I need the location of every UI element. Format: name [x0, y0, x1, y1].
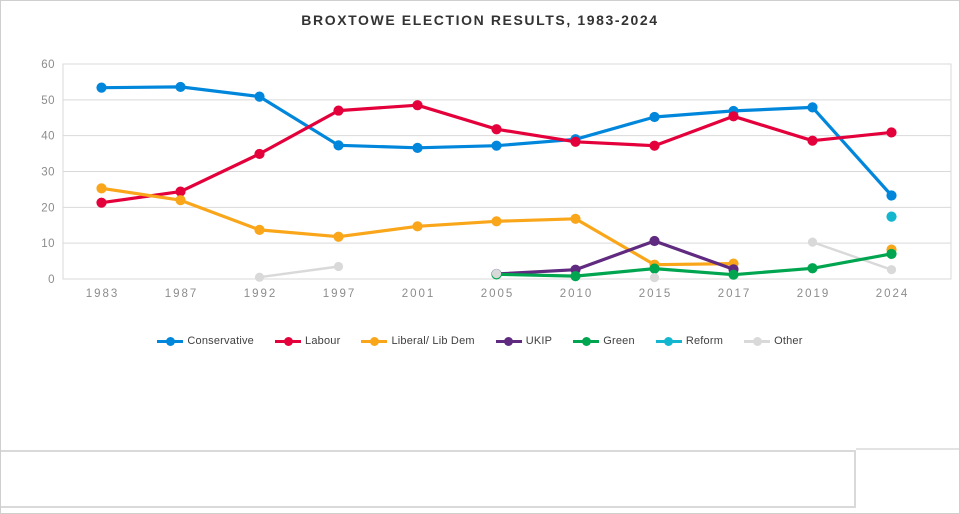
series-line-liberal-lib-dem	[102, 188, 892, 264]
series-line-labour	[99, 103, 894, 205]
data-point-other-1992	[254, 272, 265, 282]
data-point-labour-2019	[807, 135, 818, 146]
legend-item-conservative: Conservative	[157, 335, 254, 347]
legend-item-green: Green	[573, 335, 635, 347]
data-point-conservative-2001	[412, 142, 423, 153]
data-point-labour-2024	[886, 127, 897, 138]
x-axis-label-2024: 2024	[876, 288, 910, 300]
x-axis-label-2019: 2019	[797, 288, 831, 300]
data-point-green-2010	[570, 271, 581, 282]
legend-label-green: Green	[603, 335, 635, 347]
data-point-liberal-lib-dem-2005	[491, 216, 502, 227]
x-axis-label-2017: 2017	[718, 288, 752, 300]
data-point-conservative-1997	[333, 140, 344, 151]
data-point-liberal-lib-dem-1983	[96, 183, 107, 194]
data-point-labour-2017	[728, 111, 739, 122]
y-axis-label-20: 20	[41, 202, 55, 214]
x-axis-label-1987: 1987	[165, 288, 199, 300]
data-point-conservative-2015	[649, 111, 660, 123]
x-axis-label-2005: 2005	[481, 288, 515, 300]
x-axis-label-2015: 2015	[639, 288, 673, 300]
data-point-labour-2001	[412, 100, 423, 111]
data-point-ukip-2015	[649, 235, 660, 247]
legend-marker-ukip-icon	[495, 336, 522, 346]
data-point-labour-1992	[254, 148, 265, 160]
chart-legend: Conservative Labour Liberal/ Lib Dem UKIP Gr…	[1, 335, 959, 347]
data-point-other-2005	[491, 269, 502, 279]
chart-title: BROXTOWE ELECTION RESULTS, 1983-2024	[301, 12, 659, 28]
legend-item-labour: Labour	[275, 335, 340, 347]
y-axis-label-60: 60	[41, 59, 55, 71]
data-point-liberal-lib-dem-2001	[412, 221, 423, 232]
data-point-labour-2010	[570, 136, 581, 147]
y-axis-label-50: 50	[41, 95, 55, 107]
data-point-green-2024	[886, 248, 897, 260]
data-point-liberal-lib-dem-1992	[254, 224, 265, 236]
x-axis-label-1997: 1997	[323, 288, 357, 300]
x-axis-label-2001: 2001	[402, 288, 436, 300]
panel-edge-right	[856, 448, 959, 450]
x-axis-label-2010: 2010	[560, 288, 594, 300]
data-point-green-2017	[728, 269, 739, 280]
y-axis-label-30: 30	[41, 167, 55, 179]
y-axis-label-40: 40	[41, 131, 55, 143]
legend-marker-conservative-icon	[157, 336, 184, 346]
y-axis-label-0: 0	[48, 274, 55, 286]
series-line-green	[494, 252, 894, 278]
data-point-liberal-lib-dem-1987	[175, 195, 186, 206]
data-point-conservative-1983	[96, 82, 107, 93]
data-point-conservative-2024	[886, 190, 897, 201]
legend-marker-labour-icon	[275, 336, 301, 346]
legend-item-liberal-lib-dem: Liberal/ Lib Dem	[361, 335, 475, 347]
chart-card-bottom-border	[1, 450, 856, 452]
legend-item-ukip: UKIP	[495, 335, 553, 347]
data-point-other-2015	[649, 272, 660, 283]
legend-label-liberal-lib-dem: Liberal/ Lib Dem	[391, 335, 475, 347]
x-axis-label-1983: 1983	[86, 288, 120, 300]
data-point-labour-2005	[491, 124, 502, 135]
legend-marker-reform-icon	[655, 336, 682, 346]
data-point-labour-1983	[96, 197, 107, 208]
legend-label-other: Other	[774, 335, 803, 347]
legend-label-conservative: Conservative	[187, 335, 254, 347]
data-point-conservative-1987	[175, 81, 186, 93]
data-point-other-2024	[886, 265, 897, 275]
data-point-liberal-lib-dem-1997	[333, 231, 344, 242]
legend-marker-green-icon	[573, 336, 600, 346]
legend-label-labour: Labour	[305, 335, 341, 347]
legend-label-reform: Reform	[685, 335, 724, 347]
data-point-other-2019	[807, 237, 818, 247]
data-point-labour-2015	[649, 140, 660, 151]
legend-marker-liberal-lib-dem-icon	[361, 336, 388, 346]
data-point-reform-2024	[886, 211, 897, 222]
data-point-conservative-2019	[807, 102, 818, 113]
data-point-green-2019	[807, 263, 818, 274]
line-chart: 0 10 20 30 40 50 60 1983 1987 1992 1997 2001 2005 201…	[41, 59, 952, 300]
data-point-green-2015	[649, 263, 660, 274]
panel-edge-vertical	[854, 450, 856, 508]
x-axis-label-1992: 1992	[244, 288, 278, 300]
data-point-labour-1987	[175, 186, 186, 197]
y-axis-label-10: 10	[41, 238, 55, 250]
series-line-ukip	[494, 239, 736, 276]
data-point-liberal-lib-dem-2010	[570, 213, 581, 224]
legend-label-ukip: UKIP	[525, 335, 553, 347]
data-point-labour-1997	[333, 105, 344, 116]
data-point-conservative-2005	[491, 140, 502, 151]
series-line-other	[258, 240, 893, 279]
plot-area-border	[62, 63, 952, 280]
legend-marker-other-icon	[744, 336, 771, 346]
data-point-conservative-1992	[254, 91, 265, 102]
legend-item-other: Other	[744, 335, 803, 347]
lower-panel-bottom-border	[1, 506, 854, 508]
legend-item-reform: Reform	[655, 335, 724, 347]
data-point-other-1997	[333, 261, 344, 272]
